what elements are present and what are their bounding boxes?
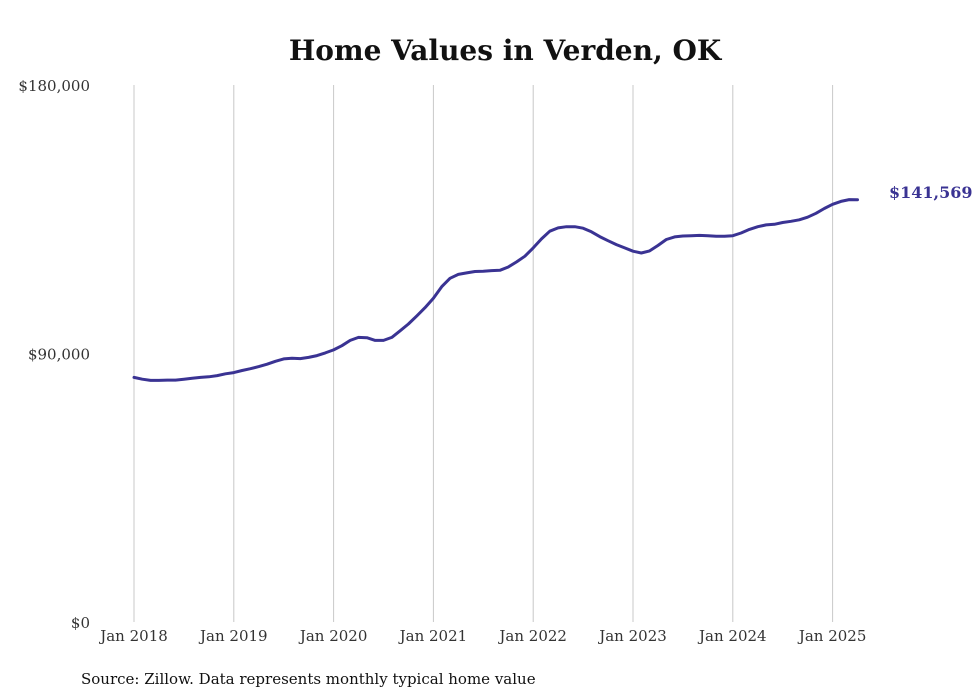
x-tick-label: Jan 2023	[597, 627, 667, 645]
x-tick-label: Jan 2022	[497, 627, 567, 645]
source-note: Source: Zillow. Data represents monthly …	[81, 670, 536, 688]
y-tick-label: $0	[71, 614, 90, 632]
x-tick-label: Jan 2019	[198, 627, 268, 645]
x-tick-label: Jan 2021	[398, 627, 468, 645]
y-axis: $0 $90,000 $180,000	[18, 77, 90, 632]
x-tick-label: Jan 2024	[697, 627, 767, 645]
last-value-label: $141,569	[889, 183, 973, 202]
x-tick-label: Jan 2020	[298, 627, 368, 645]
x-tick-label: Jan 2025	[797, 627, 867, 645]
chart-title: Home Values in Verden, OK	[289, 34, 723, 67]
series	[132, 198, 859, 382]
gridlines	[133, 85, 834, 622]
y-tick-label: $180,000	[18, 77, 90, 95]
x-axis: Jan 2018 Jan 2019 Jan 2020 Jan 2021 Jan 2022…	[98, 627, 866, 645]
y-tick-label: $90,000	[28, 346, 90, 364]
series-line	[132, 198, 859, 382]
x-tick-label: Jan 2018	[98, 627, 168, 645]
